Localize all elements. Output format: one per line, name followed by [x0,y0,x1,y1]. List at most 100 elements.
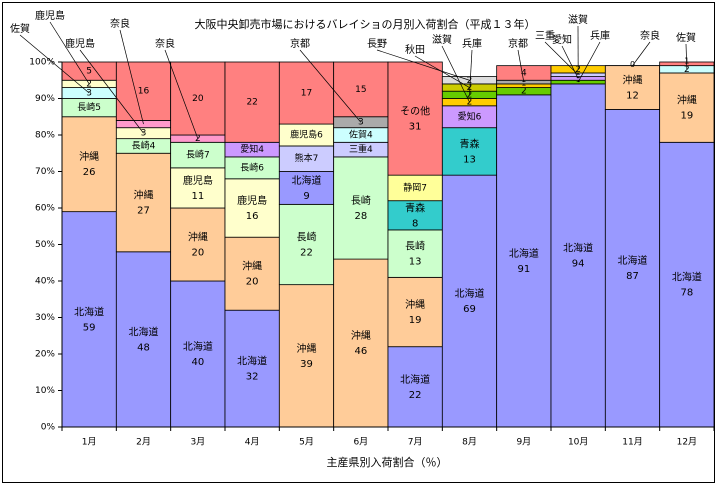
bar-segment [604,109,661,428]
segment-label: 沖縄 [134,189,154,202]
segment-label: 青森 [405,201,425,214]
data-label: 12 [626,91,639,102]
data-label: 9 [303,191,309,202]
data-label: 15 [355,85,366,95]
bar-segment [550,83,606,428]
data-label: 三重4 [349,143,373,155]
data-label: 3 [86,89,92,99]
data-label: 87 [626,271,639,282]
data-label-box [344,129,377,141]
data-label-box [236,161,269,174]
bar-segment [387,200,443,231]
data-label: 3 [358,118,364,128]
x-tick-label: 3月 [190,437,205,448]
segment-label: 沖縄 [79,150,99,163]
data-label-box [399,181,432,194]
data-label: 5 [86,67,92,77]
data-label: 26 [83,167,96,178]
callout-label: 愛知 [552,33,572,46]
data-label: 22 [300,248,313,259]
bar-segment [170,167,226,209]
callout-label: 兵庫 [590,29,610,42]
callout-label: 佐賀 [10,23,30,35]
data-label: 11 [191,191,204,202]
data-label-box [73,101,106,114]
callout-leader [632,41,651,66]
data-label: 20 [191,248,204,259]
segment-label: 北海道 [672,271,702,284]
segment-label: 北海道 [74,305,104,318]
data-label: 28 [354,211,367,222]
callout-label: 秋田 [405,43,425,56]
x-tick-label: 8月 [462,437,477,448]
bar-segment [278,203,335,286]
bar-segment [333,156,389,260]
callout-label: 京都 [508,37,528,50]
segment-label: 沖縄 [405,298,425,311]
data-label: 13 [463,154,476,165]
data-label: 22 [246,98,257,108]
callout-leader [561,45,579,79]
data-label: 13 [409,257,422,268]
x-tick-label: 7月 [408,437,423,448]
segment-label: 長崎 [405,240,425,253]
callout-leader [685,43,688,70]
data-label-box [344,143,377,156]
data-label: 69 [463,304,476,315]
chart-title: 大阪中央卸売市場におけるバレイショの月別入荷割合（平成１３年） [194,18,536,31]
bar-segment [115,251,172,428]
y-tick-label: 30% [35,313,55,323]
data-label: 鹿児島6 [290,129,323,141]
y-tick-label: 80% [35,131,55,141]
segment-label: 沖縄 [242,260,262,273]
bar-segment [387,229,443,278]
data-label: 静岡7 [403,181,427,193]
data-label: 長崎7 [186,149,210,161]
segment-label: 北海道 [618,254,648,267]
bar-segment [278,171,335,205]
callout-leader [577,41,601,83]
data-label: 長崎4 [132,139,156,151]
callout-label: 滋賀 [432,33,452,46]
callout-label: 佐賀 [676,32,696,44]
segment-label: 青森 [460,137,480,150]
bar-segment [496,94,552,428]
segment-label: 長崎 [297,231,317,244]
callout-leader [19,34,90,94]
bar-segment [61,116,117,213]
callout-leader [414,55,470,88]
bar-segment [170,280,226,428]
data-label-box [181,149,214,162]
y-tick-label: 20% [35,350,55,360]
x-axis-label: 主産県別入荷割合（％） [326,456,448,469]
bar-segment [224,61,280,143]
data-label: 2 [195,134,201,144]
x-tick-label: 1月 [82,437,97,448]
data-label: 2 [467,83,473,93]
data-label: 19 [680,111,693,122]
callout-label: 兵庫 [462,37,482,50]
x-tick-label: 5月 [299,437,314,448]
callout-label: 滋賀 [568,13,588,26]
bar-segment [115,61,172,121]
data-label-box [290,152,323,165]
data-label: 17 [301,89,312,99]
y-tick-label: 10% [35,386,55,396]
data-label-box [453,110,486,123]
bar-segment [224,309,280,428]
x-tick-label: 4月 [245,437,260,448]
segment-label: 鹿児島 [183,174,213,187]
data-label-box [285,129,328,141]
segment-label: その他 [400,105,430,118]
callout-leader [469,49,473,95]
x-tick-label: 2月 [136,437,151,448]
callout-leader [79,49,144,134]
bar-segment [224,236,280,311]
segment-label: 北海道 [400,373,430,386]
data-label: 8 [412,218,418,229]
bar-segment [224,178,280,238]
callout-leader [164,49,199,139]
data-label: 20 [192,94,204,104]
bar-segment [115,152,172,253]
